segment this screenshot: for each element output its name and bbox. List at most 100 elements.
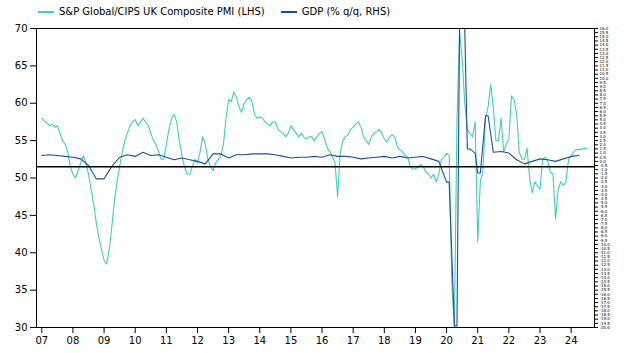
svg-text:-16.0: -16.0 (599, 291, 610, 297)
svg-text:14.5: 14.5 (599, 38, 609, 44)
svg-text:22: 22 (503, 335, 516, 346)
svg-text:6.0: 6.0 (599, 108, 606, 114)
svg-text:-8.5: -8.5 (599, 229, 608, 235)
svg-text:15.5: 15.5 (599, 29, 609, 35)
svg-text:45: 45 (15, 210, 28, 221)
svg-text:17: 17 (347, 335, 360, 346)
svg-text:-17.0: -17.0 (599, 299, 610, 305)
svg-text:-9.0: -9.0 (599, 233, 608, 239)
svg-text:11.5: 11.5 (599, 63, 609, 69)
svg-text:11.0: 11.0 (599, 67, 609, 73)
svg-text:6.5: 6.5 (599, 104, 606, 110)
svg-text:7.5: 7.5 (599, 96, 606, 102)
svg-text:-2.5: -2.5 (599, 179, 608, 185)
svg-text:15.0: 15.0 (599, 34, 609, 40)
svg-text:3.5: 3.5 (599, 129, 606, 135)
svg-text:11: 11 (160, 335, 173, 346)
svg-text:-1.0: -1.0 (599, 167, 608, 172)
svg-text:16.0: 16.0 (600, 26, 609, 31)
svg-text:35: 35 (15, 284, 28, 295)
svg-text:16: 16 (316, 335, 329, 346)
svg-text:10.0: 10.0 (599, 75, 609, 81)
svg-text:-4.0: -4.0 (599, 191, 608, 197)
svg-text:-13.0: -13.0 (599, 266, 610, 272)
svg-text:-5.5: -5.5 (599, 204, 608, 210)
svg-text:21: 21 (471, 335, 484, 346)
svg-text:15: 15 (285, 335, 298, 346)
svg-text:13.5: 13.5 (599, 46, 609, 52)
svg-text:70: 70 (15, 23, 28, 34)
svg-text:09: 09 (98, 335, 111, 346)
svg-text:30: 30 (15, 322, 28, 333)
svg-text:-12.5: -12.5 (599, 262, 610, 268)
svg-text:10.5: 10.5 (599, 71, 609, 77)
svg-text:18: 18 (378, 335, 391, 346)
svg-text:-20.0: -20.0 (599, 324, 610, 330)
svg-text:-19.5: -19.5 (599, 320, 610, 326)
svg-text:-13.5: -13.5 (599, 270, 610, 276)
svg-text:-5.0: -5.0 (599, 200, 608, 206)
svg-text:3.0: 3.0 (599, 133, 606, 139)
svg-text:23: 23 (534, 335, 547, 346)
svg-text:-11.5: -11.5 (599, 254, 610, 260)
svg-text:-9.5: -9.5 (599, 237, 608, 243)
svg-text:-14.0: -14.0 (599, 274, 610, 280)
svg-text:-1.5: -1.5 (599, 171, 608, 177)
svg-text:-7.5: -7.5 (599, 221, 608, 226)
svg-text:9.0: 9.0 (599, 83, 606, 89)
svg-text:-15.0: -15.0 (599, 283, 610, 289)
svg-text:8.0: 8.0 (599, 92, 606, 98)
svg-text:-6.5: -6.5 (599, 212, 608, 218)
svg-text:08: 08 (67, 335, 80, 346)
svg-text:-18.0: -18.0 (599, 308, 610, 314)
svg-text:-11.0: -11.0 (599, 250, 610, 255)
svg-text:4.0: 4.0 (599, 125, 606, 131)
svg-text:8.5: 8.5 (599, 88, 606, 94)
svg-text:1.0: 1.0 (599, 150, 606, 156)
svg-text:-3.5: -3.5 (599, 187, 608, 193)
svg-text:-17.5: -17.5 (599, 304, 610, 309)
svg-text:60: 60 (15, 97, 28, 108)
svg-text:7.0: 7.0 (599, 100, 606, 106)
svg-text:-10.0: -10.0 (599, 241, 610, 247)
svg-text:-18.5: -18.5 (599, 312, 610, 318)
svg-text:-4.5: -4.5 (599, 196, 608, 201)
svg-text:-8.0: -8.0 (599, 225, 608, 231)
svg-text:-6.0: -6.0 (599, 208, 608, 214)
svg-text:-2.0: -2.0 (599, 175, 608, 181)
svg-text:-16.5: -16.5 (599, 295, 610, 301)
svg-text:13.0: 13.0 (599, 50, 609, 56)
svg-text:0.5: 0.5 (599, 154, 606, 160)
svg-text:07: 07 (35, 335, 48, 346)
svg-text:-10.5: -10.5 (599, 245, 610, 251)
svg-text:55: 55 (15, 135, 28, 146)
svg-text:-14.5: -14.5 (599, 279, 610, 285)
svg-text:5.0: 5.0 (599, 117, 606, 123)
svg-text:-3.0: -3.0 (599, 183, 608, 189)
svg-text:10: 10 (129, 335, 142, 346)
svg-text:12.5: 12.5 (599, 54, 609, 60)
svg-text:-0.5: -0.5 (599, 162, 608, 168)
svg-text:-7.0: -7.0 (599, 216, 608, 222)
html-text:S&P Global/CIPS UK Composite P: S&P Global/CIPS UK Composite PMI (LHS) (59, 6, 265, 17)
svg-text:12: 12 (191, 335, 204, 346)
svg-text:-12.0: -12.0 (599, 258, 610, 264)
svg-text:-19.0: -19.0 (599, 316, 610, 322)
svg-text:-15.5: -15.5 (599, 287, 610, 293)
svg-text:14.0: 14.0 (599, 42, 609, 48)
svg-text:4.5: 4.5 (599, 121, 606, 127)
svg-text:2.5: 2.5 (599, 137, 606, 143)
html-text:GDP (% q/q, RHS): GDP (% q/q, RHS) (301, 6, 391, 17)
svg-text:13: 13 (222, 335, 235, 346)
svg-text:2.0: 2.0 (599, 142, 606, 148)
svg-text:24: 24 (565, 335, 578, 346)
svg-text:19: 19 (409, 335, 422, 346)
svg-text:20: 20 (440, 335, 453, 346)
svg-text:40: 40 (15, 247, 28, 258)
svg-text:9.5: 9.5 (599, 79, 606, 85)
svg-text:0.0: 0.0 (599, 158, 606, 164)
svg-text:65: 65 (15, 60, 28, 71)
svg-text:1.5: 1.5 (599, 146, 606, 152)
svg-text:50: 50 (15, 172, 28, 183)
svg-text:14: 14 (253, 335, 266, 346)
